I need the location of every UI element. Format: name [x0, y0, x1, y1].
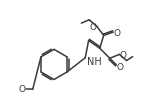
Text: O: O [89, 23, 96, 32]
Text: O: O [19, 84, 26, 93]
Text: O: O [120, 50, 127, 59]
Text: NH: NH [87, 56, 101, 66]
Text: O: O [117, 62, 124, 71]
Text: O: O [114, 29, 121, 38]
